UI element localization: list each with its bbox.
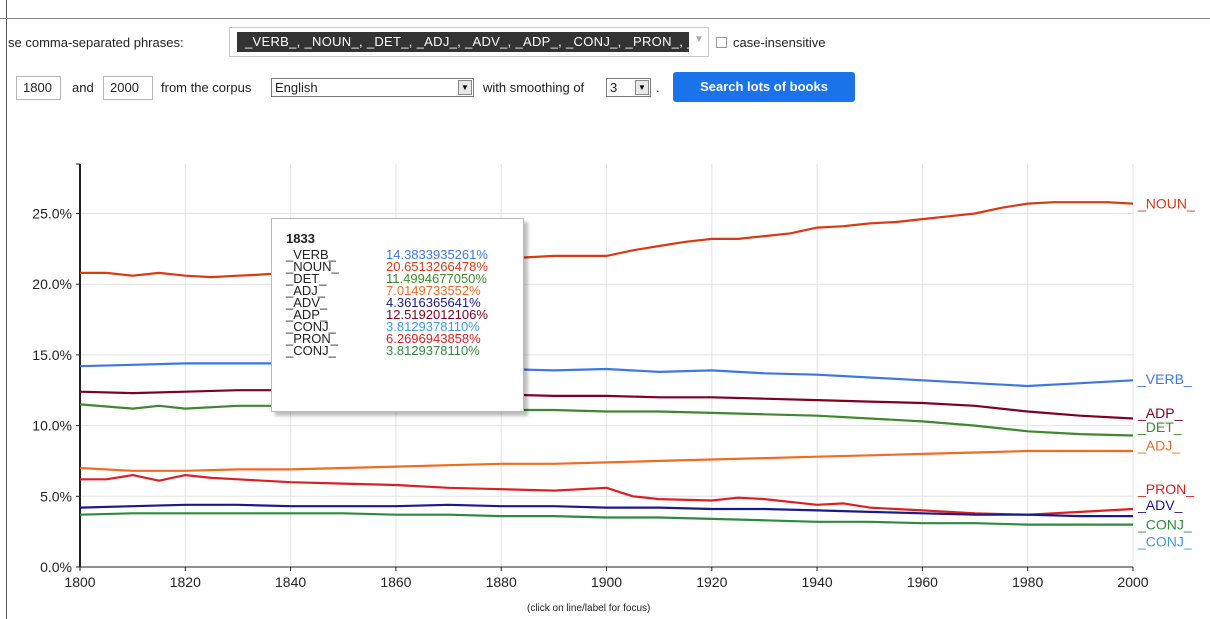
tooltip-row: _DET_ 11.4994677050% <box>286 271 523 286</box>
tooltip-series-name: _ADJ_ <box>286 283 326 298</box>
series-line-adp[interactable] <box>79 389 1134 420</box>
start-year-input[interactable]: 1800 <box>16 76 61 100</box>
tooltip-row: _CONJ_ 3.8129378110% <box>286 343 523 358</box>
smoothing-label: with smoothing of <box>483 80 585 95</box>
series-label-noun[interactable]: _NOUN_ <box>1137 196 1195 212</box>
chevron-down-icon[interactable]: ▼ <box>635 80 649 95</box>
tooltip-series-name: _NOUN_ <box>286 259 339 274</box>
tooltip-series-name: _CONJ_ <box>286 319 336 334</box>
period-text: . <box>656 80 660 95</box>
x-tick-label: 1880 <box>486 574 517 590</box>
tooltip-series-value: 11.4994677050% <box>386 271 487 286</box>
tooltip-series-value: 14.3833935261% <box>386 247 488 262</box>
case-insensitive-label: case-insensitive <box>733 35 826 50</box>
tooltip-series-name: _PRON_ <box>286 331 339 346</box>
x-tick-label: 1960 <box>907 574 938 590</box>
series-label-verb[interactable]: _VERB_ <box>1137 371 1192 387</box>
tooltip-series-value: 3.8129378110% <box>386 319 480 334</box>
tooltip-year: 1833 <box>286 231 315 246</box>
tooltip-series-value: 7.0149733552% <box>386 283 481 298</box>
y-tick-label: 15.0% <box>32 347 72 363</box>
x-tick-label: 1940 <box>802 574 833 590</box>
tooltip-series-value: 12.5192012106% <box>386 307 488 322</box>
tooltip-series-name: _ADV_ <box>286 295 328 310</box>
tooltip-series-name: _CONJ_ <box>286 343 336 358</box>
tooltip-series-value: 3.8129378110% <box>386 343 480 358</box>
x-tick-label: 1900 <box>591 574 622 590</box>
phrases-input-value[interactable]: _VERB_, _NOUN_, _DET_, _ADJ_, _ADV_, _AD… <box>237 32 689 52</box>
tooltip-series-name: _DET_ <box>286 271 327 286</box>
series-label-det[interactable]: _DET_ <box>1137 419 1182 435</box>
chart-footnote: (click on line/label for focus) <box>527 603 651 614</box>
series-label-pron[interactable]: _PRON_ <box>1137 481 1194 497</box>
tooltip-row: _NOUN_ 20.6513266478% <box>286 259 523 274</box>
x-tick-label: 2000 <box>1117 574 1148 590</box>
x-tick-label: 1820 <box>170 574 201 590</box>
ngram-chart[interactable]: 0.0% 5.0% 10.0% 15.0% 20.0% 25.0% 1800 1820 1840… <box>0 150 1210 600</box>
tooltip-row: _ADP_ 12.5192012106% <box>286 307 523 322</box>
corpus-select[interactable]: English ▼ <box>271 78 474 97</box>
chevron-down-icon[interactable]: ▼ <box>694 34 704 45</box>
phrases-label: se comma-separated phrases: <box>8 35 184 50</box>
phrases-input[interactable]: _VERB_, _NOUN_, _DET_, _ADJ_, _ADV_, _AD… <box>229 27 709 57</box>
series-label-conj[interactable]: _CONJ_ <box>1137 517 1192 533</box>
series-line-adv[interactable] <box>79 503 1133 518</box>
y-tick-label: 5.0% <box>40 488 72 504</box>
y-tick-label: 10.0% <box>32 418 72 434</box>
y-tick-label: 0.0% <box>40 559 72 575</box>
end-year-input[interactable]: 2000 <box>103 76 153 100</box>
series-label-conj[interactable]: _CONJ_ <box>1137 534 1192 550</box>
x-tick-label: 1840 <box>275 574 306 590</box>
tooltip-row: _ADV_ 4.3616365641% <box>286 295 523 310</box>
series-line-det[interactable] <box>79 403 1134 437</box>
tooltip-row: _VERB_ 14.3833935261% <box>286 247 523 262</box>
x-tick-label: 1920 <box>696 574 727 590</box>
search-books-button[interactable]: Search lots of books <box>673 72 855 102</box>
tooltip-row: _ADJ_ 7.0149733552% <box>286 283 523 298</box>
tooltip-row: _PRON_ 6.2696943858% <box>286 331 523 346</box>
tooltip-series-value: 6.2696943858% <box>386 331 481 346</box>
tooltip-rows: _VERB_ 14.3833935261% _NOUN_ 20.6513266478%… <box>286 247 523 358</box>
series-label-adj[interactable]: _ADJ_ <box>1137 437 1180 453</box>
chart-tooltip: 1833 _VERB_ 14.3833935261% _NOUN_ 20.651326… <box>271 218 524 412</box>
corpus-label: from the corpus <box>161 80 252 95</box>
series-label-adv[interactable]: _ADV_ <box>1137 497 1183 513</box>
tooltip-series-value: 20.6513266478% <box>386 259 488 274</box>
top-divider <box>0 18 1210 19</box>
corpus-select-value: English <box>275 80 318 95</box>
chevron-down-icon[interactable]: ▼ <box>458 80 472 95</box>
and-label: and <box>72 80 94 95</box>
x-tick-label: 1860 <box>380 574 411 590</box>
series-label-adp[interactable]: _ADP_ <box>1137 405 1183 421</box>
series-line-adj[interactable] <box>79 449 1133 472</box>
tooltip-row: _CONJ_ 3.8129378110% <box>286 319 523 334</box>
series-line-conj[interactable] <box>79 512 1133 526</box>
series-line-noun[interactable] <box>80 201 1134 279</box>
tooltip-series-value: 4.3616365641% <box>386 295 481 310</box>
y-tick-label: 20.0% <box>32 276 72 292</box>
series-line-pron[interactable] <box>80 474 1134 516</box>
y-tick-label: 25.0% <box>32 205 72 221</box>
tooltip-series-name: _ADP_ <box>286 307 328 322</box>
x-tick-label: 1980 <box>1012 574 1043 590</box>
smoothing-select[interactable]: 3 ▼ <box>606 78 651 97</box>
case-insensitive-checkbox[interactable] <box>716 37 727 48</box>
frame-left-border <box>6 0 7 619</box>
series-line-verb[interactable] <box>79 362 1134 388</box>
x-tick-label: 1800 <box>64 574 95 590</box>
tooltip-series-name: _VERB_ <box>286 247 336 262</box>
smoothing-select-value: 3 <box>610 80 618 95</box>
